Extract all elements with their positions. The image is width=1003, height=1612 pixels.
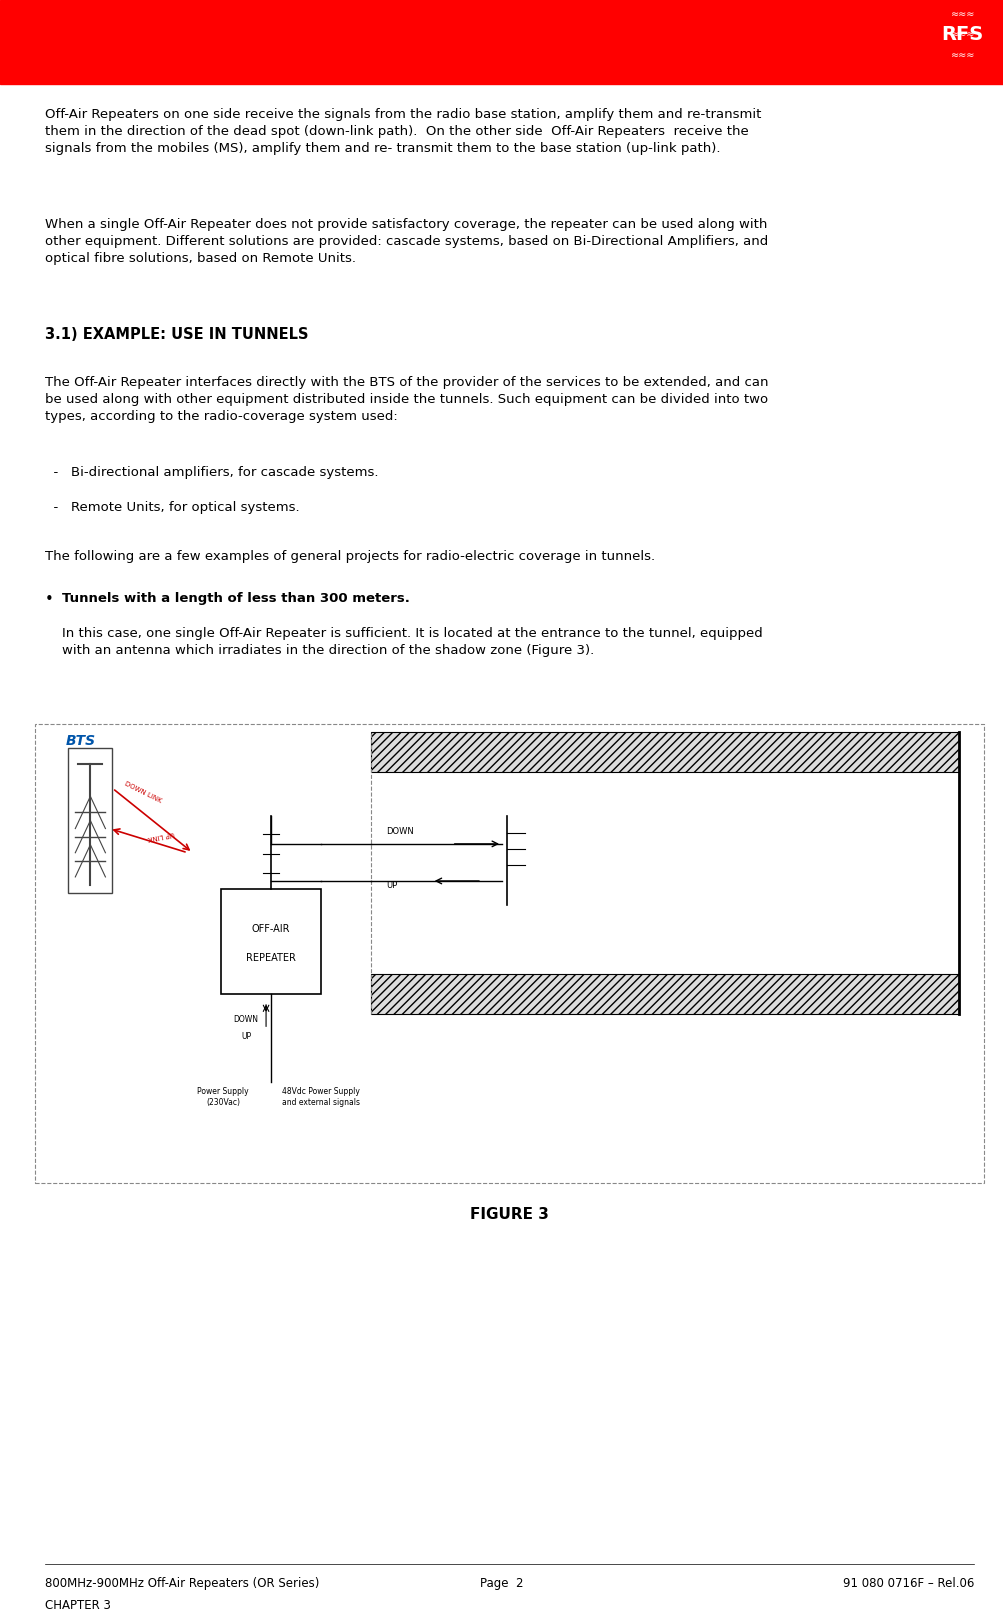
Text: In this case, one single Off-Air Repeater is sufficient. It is located at the en: In this case, one single Off-Air Repeate… — [45, 627, 762, 658]
Text: BTS: BTS — [65, 733, 95, 748]
Bar — [221, 890, 321, 995]
Text: DOWN: DOWN — [234, 1016, 258, 1024]
Text: OFF-AIR: OFF-AIR — [252, 924, 290, 933]
Text: -   Bi-directional amplifiers, for cascade systems.: - Bi-directional amplifiers, for cascade… — [45, 466, 378, 479]
Text: ≈≈≈: ≈≈≈ — [950, 50, 974, 60]
Text: UP: UP — [241, 1033, 251, 1041]
Text: The Off-Air Repeater interfaces directly with the BTS of the provider of the ser: The Off-Air Repeater interfaces directly… — [45, 376, 768, 422]
Bar — [371, 732, 958, 772]
Text: 800MHz-900MHz Off-Air Repeaters (OR Series): 800MHz-900MHz Off-Air Repeaters (OR Seri… — [45, 1577, 319, 1589]
Text: The following are a few examples of general projects for radio-electric coverage: The following are a few examples of gene… — [45, 550, 655, 563]
Bar — [35, 724, 983, 1183]
Text: When a single Off-Air Repeater does not provide satisfactory coverage, the repea: When a single Off-Air Repeater does not … — [45, 218, 767, 264]
Text: DOWN: DOWN — [386, 827, 414, 837]
Text: 48Vdc Power Supply
and external signals: 48Vdc Power Supply and external signals — [282, 1088, 360, 1107]
Text: FIGURE 3: FIGURE 3 — [469, 1207, 549, 1222]
Text: RFS: RFS — [941, 26, 983, 44]
Text: 91 080 0716F – Rel.06: 91 080 0716F – Rel.06 — [842, 1577, 973, 1589]
Text: DOWN LINK: DOWN LINK — [123, 780, 161, 804]
Text: Off-Air Repeaters on one side receive the signals from the radio base station, a: Off-Air Repeaters on one side receive th… — [45, 108, 761, 155]
Text: Power Supply
(230Vac): Power Supply (230Vac) — [197, 1088, 249, 1107]
Text: UP: UP — [386, 882, 397, 890]
Text: REPEATER: REPEATER — [246, 953, 296, 962]
Text: CHAPTER 3: CHAPTER 3 — [45, 1599, 111, 1612]
Text: Page  2: Page 2 — [479, 1577, 524, 1589]
Bar — [0, 0, 1003, 84]
Text: -   Remote Units, for optical systems.: - Remote Units, for optical systems. — [45, 501, 300, 514]
Bar — [371, 974, 958, 1014]
Text: •: • — [45, 592, 54, 606]
Text: 3.1) EXAMPLE: USE IN TUNNELS: 3.1) EXAMPLE: USE IN TUNNELS — [45, 327, 308, 342]
Bar — [68, 748, 112, 893]
Text: ≈≈≈: ≈≈≈ — [950, 10, 974, 19]
Text: Tunnels with a length of less than 300 meters.: Tunnels with a length of less than 300 m… — [62, 592, 409, 604]
Text: ≈≈≈: ≈≈≈ — [950, 29, 974, 39]
Text: UP LINK: UP LINK — [146, 830, 175, 841]
